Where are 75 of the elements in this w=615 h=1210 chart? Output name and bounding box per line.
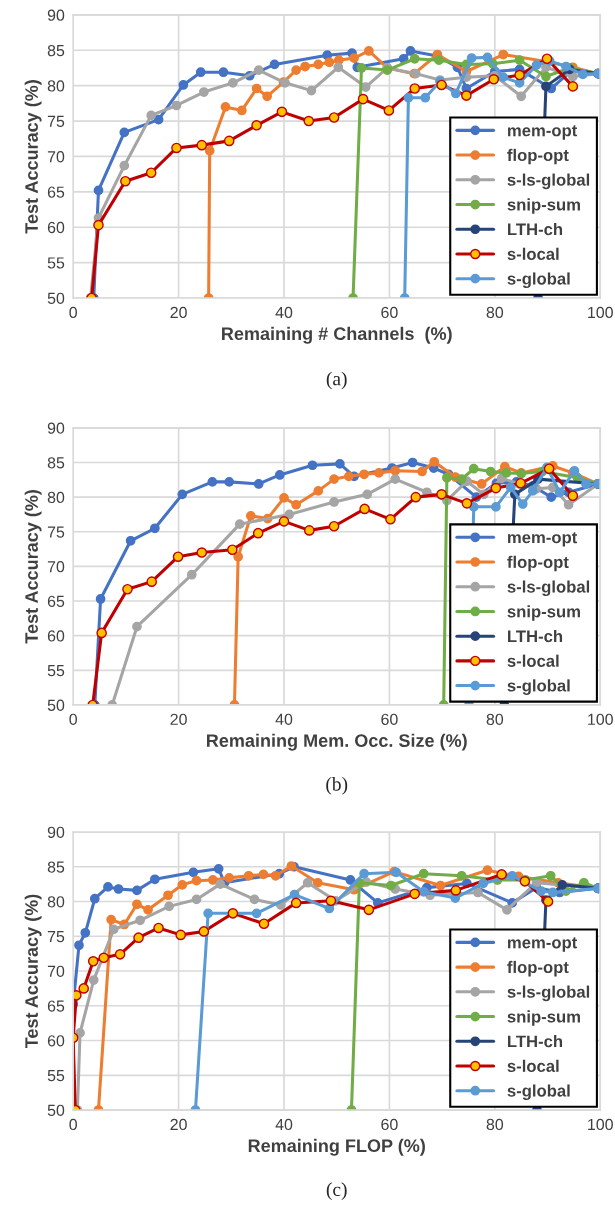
legend-label: s-local: [507, 1059, 559, 1072]
y-tick-label: 90: [47, 826, 65, 838]
y-tick-label: 80: [47, 491, 65, 504]
legend-label: s-global: [507, 679, 570, 695]
x-tick-label: 40: [275, 306, 293, 319]
y-tick-label: 60: [47, 1035, 65, 1047]
x-tick-label: 40: [275, 713, 293, 726]
y-tick-label: 65: [47, 595, 65, 607]
y-tick-label: 50: [47, 699, 65, 711]
legend-label: snip-sum: [507, 198, 580, 214]
x-tick-label: 60: [381, 713, 398, 726]
y-tick-label: 55: [47, 257, 65, 269]
x-tick-label: 100: [588, 713, 613, 726]
x-tick-label: 100: [588, 1118, 613, 1131]
y-tick-label: 50: [47, 1104, 65, 1116]
x-tick-label: 20: [170, 713, 187, 726]
legend-label: mem-opt: [508, 125, 578, 140]
y-tick-label: 55: [47, 1070, 65, 1082]
text: (c): [326, 1182, 347, 1200]
legend-label: LTH-ch: [508, 1035, 563, 1048]
y-tick-label: 70: [47, 965, 65, 977]
legend-label: mem-opt: [508, 937, 578, 952]
y-tick-label: 55: [47, 665, 65, 677]
x-tick-label: 20: [170, 1118, 187, 1131]
x-axis-title: Remaining FLOP (%): [248, 1138, 425, 1156]
y-tick-label: 90: [47, 422, 65, 434]
y-tick-label: 60: [47, 221, 65, 234]
legend-label: flop-opt: [507, 555, 569, 572]
x-axis-title: Remaining Mem. Occ. Size (%): [206, 733, 467, 751]
y-tick-label: 65: [47, 1000, 65, 1012]
legend-label: mem-opt: [508, 532, 578, 547]
x-tick-label: 0: [69, 306, 77, 319]
y-tick-label: 65: [47, 186, 65, 198]
y-axis-title: Test Accuracy (%): [24, 80, 42, 234]
y-axis-title: Test Accuracy (%): [24, 894, 42, 1049]
legend-label: LTH-ch: [508, 629, 563, 643]
x-axis-title: Remaining # Channels (%): [222, 326, 452, 344]
legend-label: snip-sum: [507, 605, 580, 621]
legend-label: s-ls-global: [507, 580, 590, 597]
y-tick-label: 90: [47, 9, 65, 21]
x-tick-label: 100: [588, 306, 613, 319]
y-tick-label: 80: [47, 80, 65, 92]
x-tick-label: 0: [69, 713, 77, 726]
x-tick-label: 20: [170, 306, 187, 319]
x-tick-label: 40: [275, 1118, 293, 1131]
y-tick-label: 85: [47, 44, 65, 57]
legend-label: s-global: [507, 272, 570, 289]
y-tick-label: 75: [47, 931, 65, 943]
legend-label: LTH-ch: [508, 223, 563, 236]
x-tick-label: 60: [381, 1118, 398, 1131]
y-tick-label: 70: [47, 561, 65, 573]
legend-label: s-ls-global: [507, 985, 590, 1002]
y-axis-title: Test Accuracy (%): [24, 490, 42, 644]
y-tick-label: 75: [47, 526, 65, 538]
legend-label: s-local: [507, 654, 559, 667]
legend-label: flop-opt: [507, 960, 569, 977]
x-tick-label: 80: [486, 306, 504, 319]
y-tick-label: 85: [47, 457, 65, 469]
y-tick-label: 80: [47, 896, 65, 908]
y-tick-label: 70: [47, 151, 65, 163]
y-tick-label: 60: [47, 630, 65, 642]
legend-label: s-ls-global: [507, 173, 590, 190]
legend-label: flop-opt: [507, 148, 569, 165]
x-tick-label: 60: [381, 306, 398, 319]
text: (a): [326, 371, 347, 390]
text: (b): [326, 776, 348, 795]
x-tick-label: 0: [69, 1118, 77, 1131]
legend-label: s-global: [507, 1084, 570, 1101]
y-tick-label: 50: [47, 292, 65, 304]
legend-label: s-local: [507, 247, 559, 260]
legend-label: snip-sum: [507, 1010, 580, 1026]
x-tick-label: 80: [486, 713, 504, 726]
y-tick-label: 75: [47, 115, 65, 128]
x-tick-label: 80: [486, 1118, 504, 1131]
y-tick-label: 85: [47, 861, 65, 873]
